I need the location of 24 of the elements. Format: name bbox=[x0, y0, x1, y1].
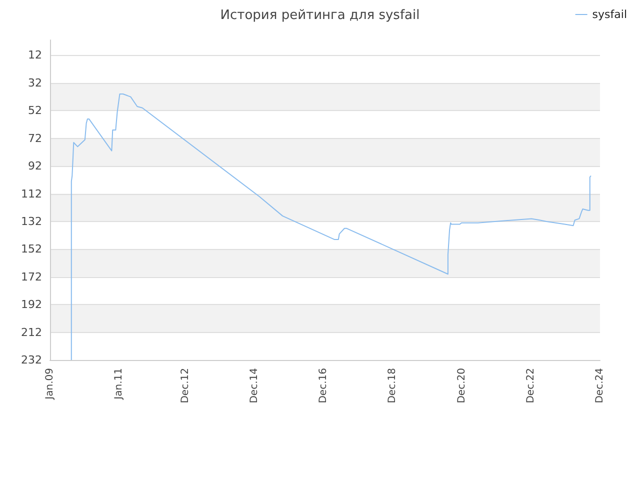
x-tick-label: Dec.18 bbox=[387, 368, 398, 404]
x-tick-label: Dec.22 bbox=[525, 368, 536, 404]
x-tick-label: Dec.20 bbox=[456, 368, 468, 404]
line-series bbox=[70, 94, 592, 360]
legend-label: sysfail bbox=[592, 8, 628, 21]
x-tick-label: Dec.12 bbox=[180, 368, 191, 404]
y-tick-label: 172 bbox=[21, 270, 42, 284]
x-tick-label: Dec.14 bbox=[248, 368, 260, 404]
x-tick-label: Jan.09 bbox=[44, 368, 56, 400]
x-tick-label: Jan.11 bbox=[114, 368, 125, 400]
y-tick-label: 32 bbox=[28, 76, 42, 90]
y-tick-label: 12 bbox=[28, 48, 42, 62]
y-tick-label: 52 bbox=[28, 104, 42, 118]
y-tick-label: 132 bbox=[21, 214, 42, 228]
x-tick-label: Dec.24 bbox=[594, 368, 606, 404]
x-tick-label: Dec.16 bbox=[318, 368, 330, 404]
y-tick-label: 112 bbox=[21, 187, 42, 200]
y-tick-label: 72 bbox=[28, 132, 42, 145]
chart-title: История рейтинга для sysfail bbox=[220, 8, 420, 23]
y-tick-label: 232 bbox=[21, 354, 42, 366]
y-tick-label: 92 bbox=[28, 160, 42, 173]
y-tick-label: 212 bbox=[21, 326, 42, 339]
y-tick-label: 192 bbox=[21, 298, 42, 312]
y-tick-label: 152 bbox=[21, 242, 42, 256]
